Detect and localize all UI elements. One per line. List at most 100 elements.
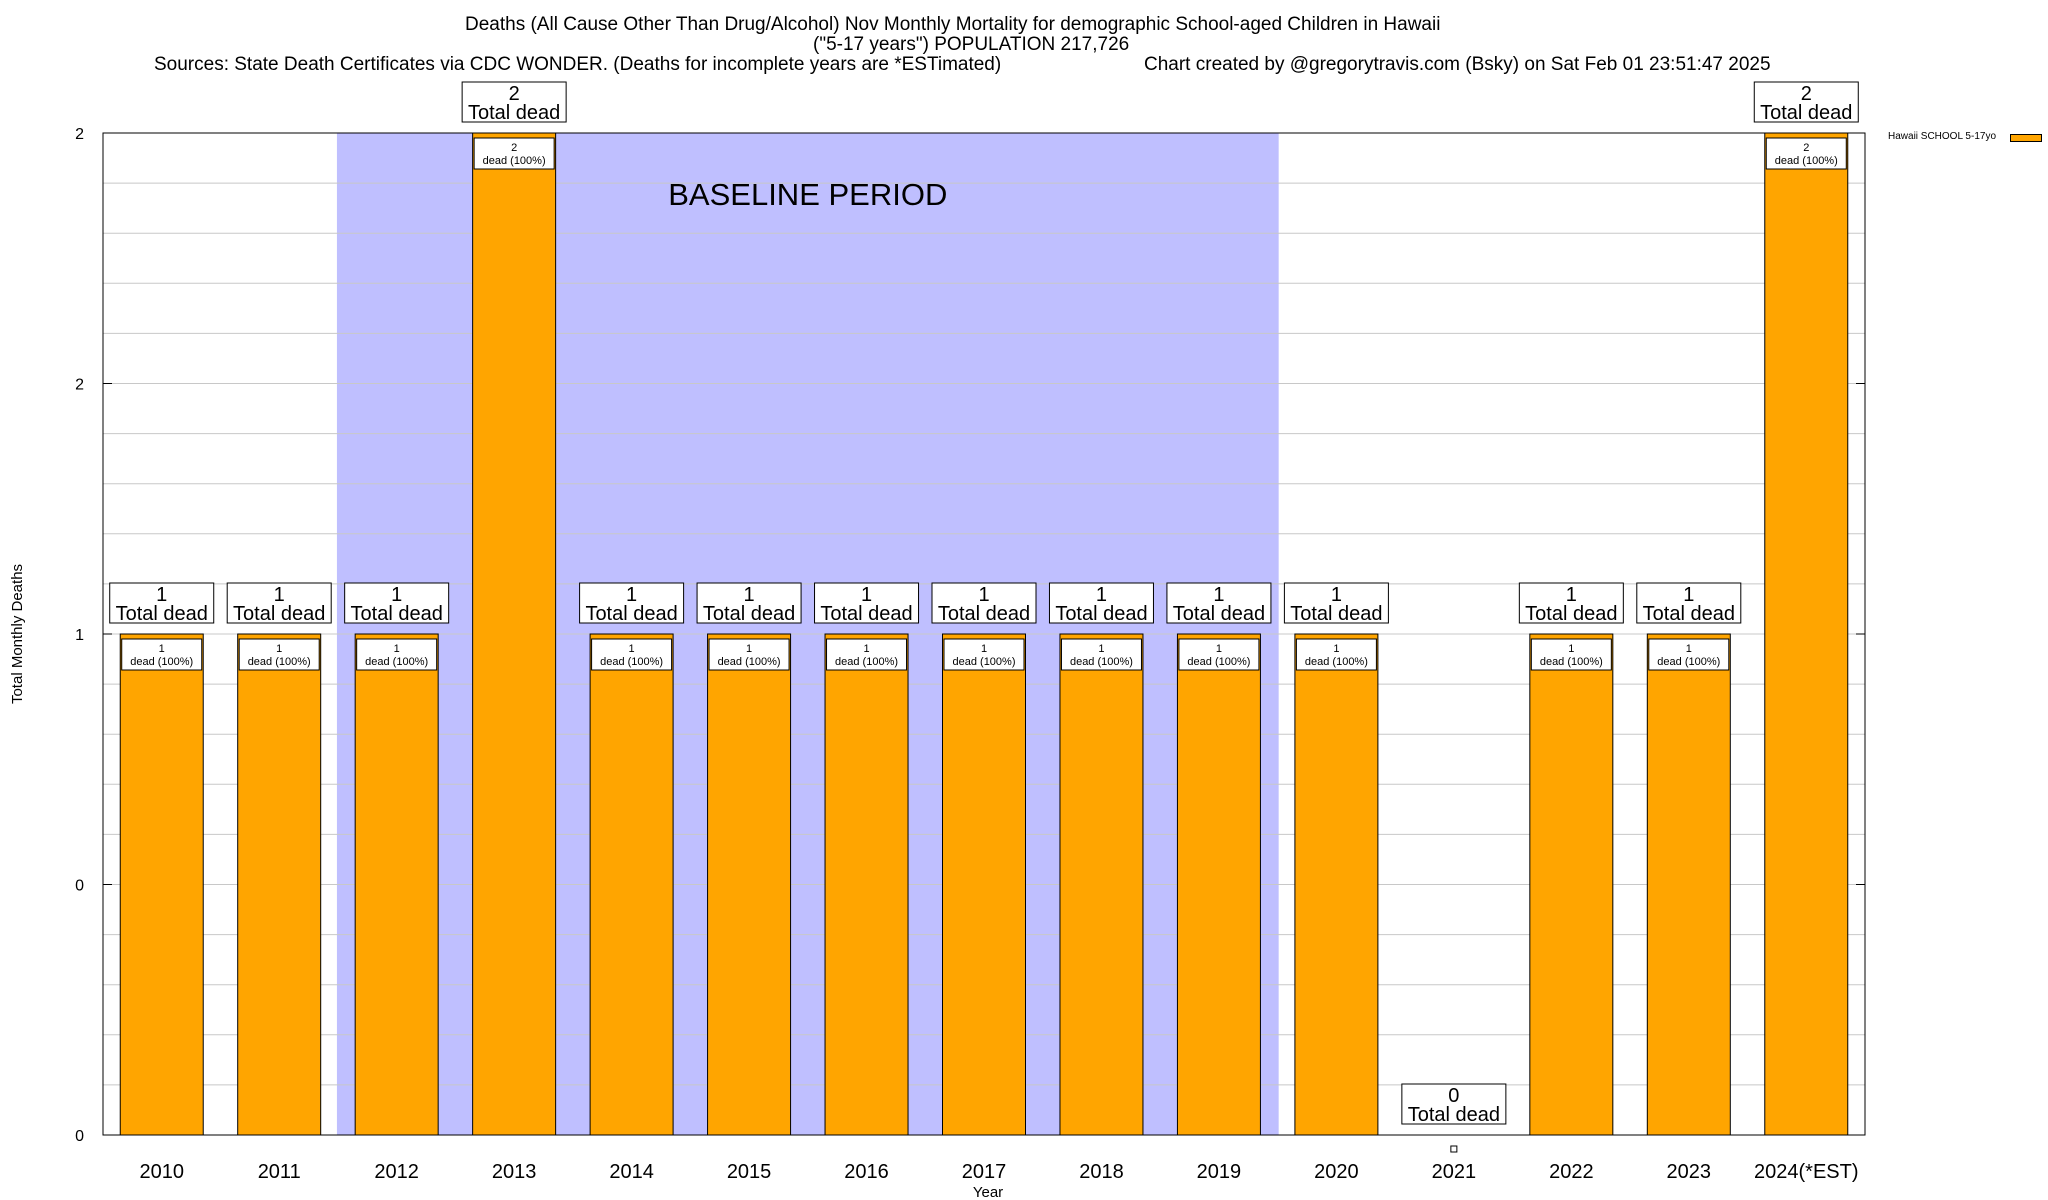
bar-label-box xyxy=(591,638,673,671)
bar-value-label: 1 xyxy=(863,643,869,655)
total-value-label: 2 xyxy=(1801,83,1812,105)
bar xyxy=(354,633,439,1136)
chart-subtitle: ("5-17 years") POPULATION 217,726 xyxy=(813,34,1130,55)
x-tick-label: 2011 xyxy=(258,1161,301,1183)
x-tick-label: 2017 xyxy=(962,1161,1007,1183)
bar-percent-label: dead (100%) xyxy=(718,656,781,668)
bar xyxy=(1059,633,1144,1136)
total-label-box xyxy=(461,81,567,123)
total-label-box xyxy=(109,582,215,624)
x-tick-label: 2023 xyxy=(1667,1161,1712,1183)
total-label-box xyxy=(1636,582,1742,624)
bar-percent-label: dead (100%) xyxy=(953,656,1016,668)
bar-percent-label: dead (100%) xyxy=(248,656,311,668)
bar-percent-label: dead (100%) xyxy=(600,656,663,668)
total-label-box xyxy=(1283,582,1389,624)
bar-value-label: 1 xyxy=(746,643,752,655)
x-tick-label: 2012 xyxy=(374,1161,419,1183)
total-dead-label: Total dead xyxy=(1173,603,1265,625)
total-value-label: 1 xyxy=(1683,584,1694,606)
bar-value-label: 2 xyxy=(511,142,517,154)
x-tick-label: 2015 xyxy=(727,1161,772,1183)
y-tick-label: 0 xyxy=(75,878,84,895)
total-label-box xyxy=(1166,582,1272,624)
bar-label-box xyxy=(1648,638,1730,671)
total-label-box xyxy=(814,582,920,624)
baseline-label: BASELINE PERIOD xyxy=(668,177,947,212)
bar xyxy=(1529,633,1614,1136)
x-tick-label: 2022 xyxy=(1549,1161,1594,1183)
total-label-box xyxy=(1401,1083,1507,1125)
total-value-label: 1 xyxy=(1566,584,1577,606)
bar-label-box xyxy=(1765,137,1847,170)
chart-sources: Sources: State Death Certificates via CD… xyxy=(154,54,1002,75)
bar-label-box xyxy=(943,638,1025,671)
total-value-label: 1 xyxy=(978,584,989,606)
x-tick-label: 2020 xyxy=(1314,1161,1359,1183)
x-tick-label: 2010 xyxy=(139,1161,184,1183)
x-tick-label: 2014 xyxy=(609,1161,654,1183)
bar-label-box xyxy=(121,638,203,671)
total-value-label: 1 xyxy=(1096,584,1107,606)
total-value-label: 0 xyxy=(1448,1085,1459,1107)
total-value-label: 2 xyxy=(509,83,520,105)
total-label-box xyxy=(1518,582,1624,624)
total-dead-label: Total dead xyxy=(1643,603,1735,625)
bar-label-box xyxy=(826,638,908,671)
bar-value-label: 1 xyxy=(1333,643,1339,655)
bar-percent-label: dead (100%) xyxy=(1657,656,1720,668)
bar-label-box xyxy=(1530,638,1612,671)
bar-percent-label: dead (100%) xyxy=(130,656,193,668)
bar-value-label: 1 xyxy=(1098,643,1104,655)
bar xyxy=(1764,132,1849,1136)
total-dead-label: Total dead xyxy=(1408,1104,1500,1126)
total-value-label: 1 xyxy=(1331,584,1342,606)
total-value-label: 1 xyxy=(156,584,167,606)
total-value-label: 1 xyxy=(1213,584,1224,606)
total-dead-label: Total dead xyxy=(116,603,208,625)
bar-value-label: 1 xyxy=(1568,643,1574,655)
bar-percent-label: dead (100%) xyxy=(1775,155,1838,167)
y-axis-title: Total Monthly Deaths xyxy=(9,564,26,704)
total-dead-label: Total dead xyxy=(585,603,677,625)
x-tick-label: 2021 xyxy=(1432,1161,1477,1183)
total-value-label: 1 xyxy=(626,584,637,606)
x-tick-label: 2019 xyxy=(1197,1161,1242,1183)
bar-percent-label: dead (100%) xyxy=(835,656,898,668)
total-dead-label: Total dead xyxy=(1525,603,1617,625)
bar xyxy=(589,633,674,1136)
total-label-box xyxy=(1753,81,1859,123)
bar-label-box xyxy=(238,638,320,671)
total-dead-label: Total dead xyxy=(820,603,912,625)
x-tick-label: 2016 xyxy=(844,1161,889,1183)
bar xyxy=(119,633,204,1136)
bar-percent-label: dead (100%) xyxy=(1305,656,1368,668)
bar-label-box xyxy=(1178,638,1260,671)
total-label-box xyxy=(226,582,332,624)
legend-swatch xyxy=(2010,134,2042,142)
y-tick-label: 1 xyxy=(75,627,84,644)
bar xyxy=(1294,633,1379,1136)
total-value-label: 1 xyxy=(391,584,402,606)
total-dead-label: Total dead xyxy=(351,603,443,625)
bar-percent-label: dead (100%) xyxy=(1070,656,1133,668)
bar-percent-label: dead (100%) xyxy=(483,155,546,167)
bar-label-box xyxy=(356,638,438,671)
bar-label-box xyxy=(473,137,555,170)
y-tick-label: 2 xyxy=(75,126,84,143)
bar-value-label: 1 xyxy=(1686,643,1692,655)
total-label-box xyxy=(344,582,450,624)
total-label-box xyxy=(696,582,802,624)
bar-value-label: 1 xyxy=(981,643,987,655)
bar-percent-label: dead (100%) xyxy=(1187,656,1250,668)
bar-value-label: 1 xyxy=(629,643,635,655)
bar xyxy=(472,132,557,1136)
x-tick-label: 2013 xyxy=(492,1161,537,1183)
total-dead-label: Total dead xyxy=(1290,603,1382,625)
bar xyxy=(1646,633,1731,1136)
bar-percent-label: dead (100%) xyxy=(1540,656,1603,668)
bar-value-label: 1 xyxy=(1216,643,1222,655)
total-dead-label: Total dead xyxy=(1055,603,1147,625)
total-value-label: 1 xyxy=(274,584,285,606)
total-dead-label: Total dead xyxy=(233,603,325,625)
